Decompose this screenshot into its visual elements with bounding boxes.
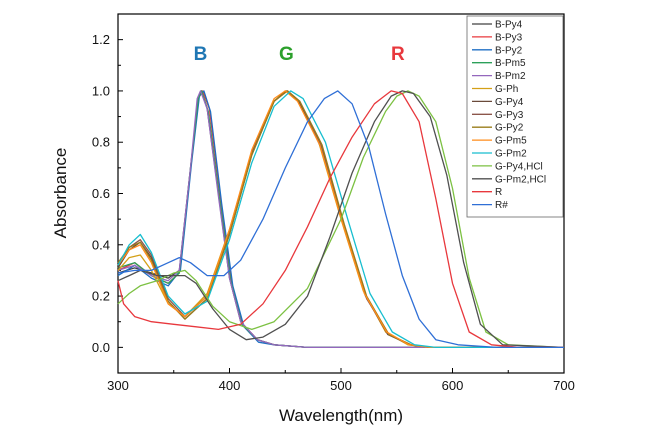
y-tick-label: 0.0 (92, 340, 110, 355)
axis-ticks: 300 400 500 600 700 0.0 0.2 0.4 0.6 0.8 1.0 1.2 (92, 13, 575, 393)
x-tick-label: 600 (442, 378, 464, 393)
x-tick-label: 700 (553, 378, 575, 393)
x-tick-label: 400 (219, 378, 241, 393)
y-tick-label: 0.6 (92, 186, 110, 201)
peak-label-B: B (194, 44, 208, 65)
legend-label: R (495, 187, 502, 198)
y-tick-label: 1.0 (92, 83, 110, 98)
legend-label: G-Pm5 (495, 136, 527, 147)
y-axis-title: Absorbance (51, 148, 70, 239)
legend-label: B-Py4 (495, 20, 523, 31)
peak-label-R: R (391, 44, 405, 65)
y-tick-label: 1.2 (92, 32, 110, 47)
y-tick-label: 0.2 (92, 289, 110, 304)
legend-label: G-Py4 (495, 97, 524, 108)
y-tick-label: 0.4 (92, 237, 110, 252)
x-tick-label: 300 (107, 378, 129, 393)
y-tick-label: 0.8 (92, 135, 110, 150)
legend-label: G-Ph (495, 84, 518, 95)
x-tick-label: 500 (330, 378, 352, 393)
x-axis-title: Wavelength(nm) (279, 406, 403, 425)
legend-label: B-Py3 (495, 32, 523, 43)
legend-label: G-Pm2,HCl (495, 174, 546, 185)
series-line-G-Pm2 (117, 90, 564, 349)
legend-label: B-Pm2 (495, 71, 526, 82)
peak-label-G: G (279, 44, 294, 65)
series-line-R# (117, 90, 564, 349)
series-line-G-Pm5 (117, 90, 564, 349)
legend-label: G-Pm2 (495, 149, 527, 160)
legend-label: R# (495, 200, 508, 211)
legend-label: G-Py3 (495, 110, 524, 121)
series-line-G-Pm2,HCl (117, 90, 565, 349)
legend-label: G-Py4,HCl (495, 161, 543, 172)
series-line-R (117, 90, 564, 349)
legend-label: B-Pm5 (495, 58, 526, 69)
series-line-G-Py2 (117, 90, 564, 349)
legend-label: B-Py2 (495, 45, 523, 56)
series-lines (117, 90, 565, 349)
legend-label: G-Py2 (495, 123, 524, 134)
